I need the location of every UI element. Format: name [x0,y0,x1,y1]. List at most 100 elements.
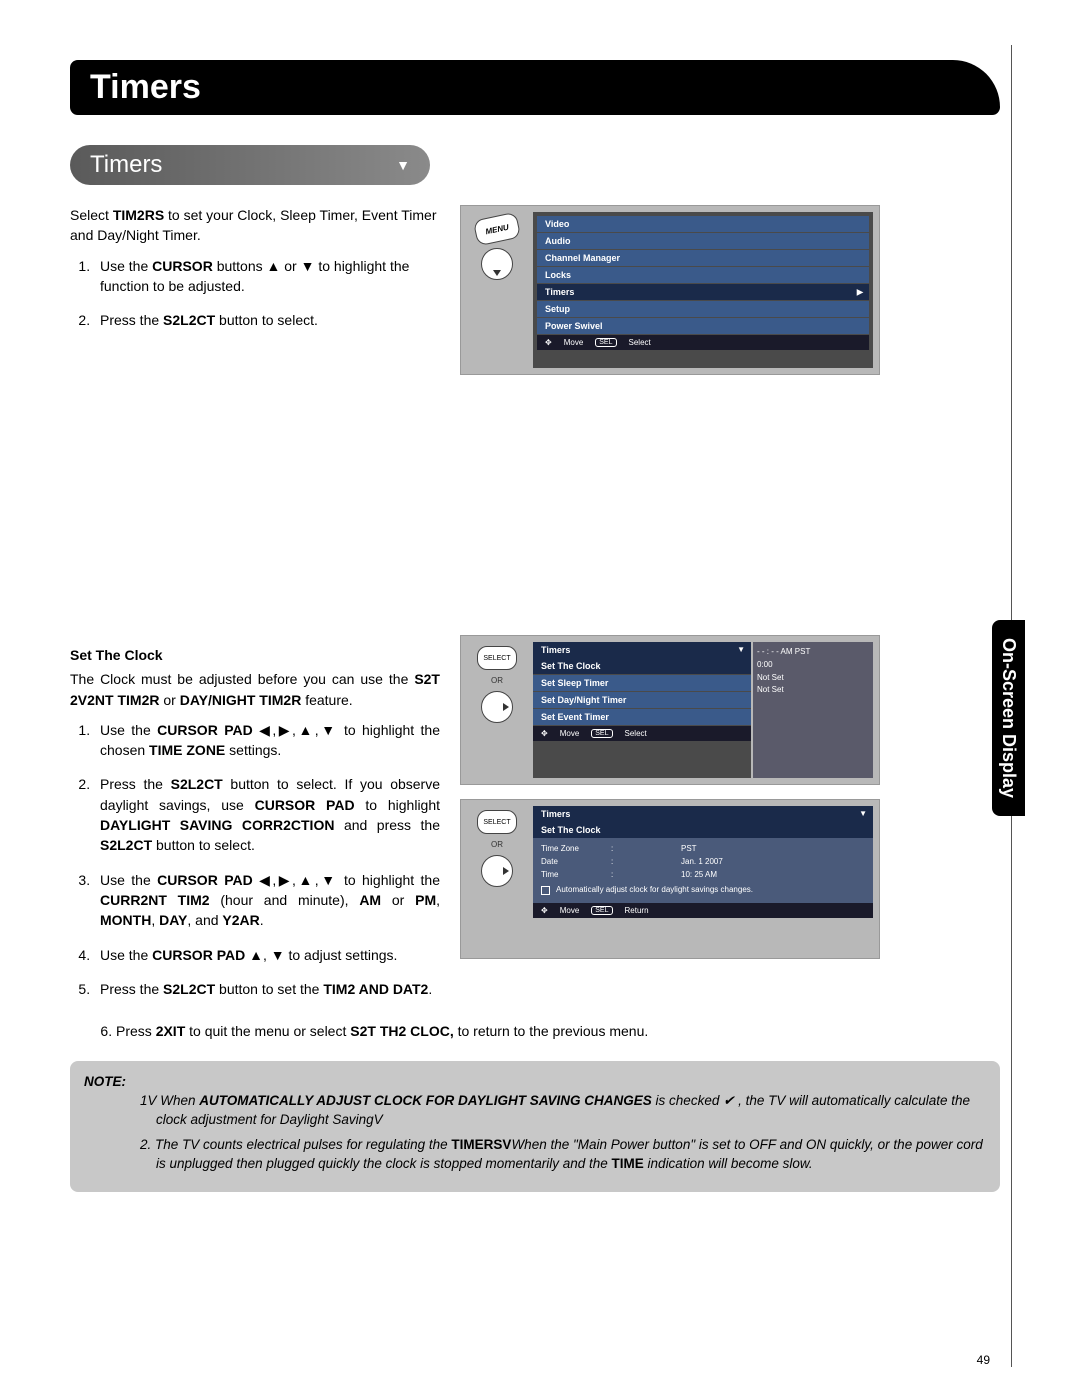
t: AUTOMATICALLY ADJUST CLOCK FOR DAYLIGHT … [199,1093,652,1108]
list-item: Press the S2L2CT button to select. [94,310,440,330]
t: button to select. [152,837,255,853]
select-button-icon: SELECT [477,810,517,834]
t: Locks [545,270,571,280]
or-text: OR [491,676,503,685]
page-number: 49 [977,1353,990,1367]
osd-sub: Set The Clock [533,822,873,838]
osd-item-daynight[interactable]: Set Day/Night Timer [533,692,751,708]
intro-text: Select TIM2RS to set your Clock, Sleep T… [70,205,440,344]
osd-footer: ✥ Move SEL Select [537,335,869,350]
t: S2L2CT [163,981,215,997]
t: Press the [100,776,171,792]
value: - - : - - AM PST [757,646,869,659]
t: Timers [545,287,574,297]
osd-item-timers[interactable]: Timers▶ [537,284,869,300]
val: PST [681,844,697,853]
t: Select [70,207,113,223]
t: or [381,892,415,908]
t: Set The Clock [541,661,601,671]
t: SELECT [483,655,510,662]
t: MONTH [100,912,151,928]
t: to highlight [355,797,440,813]
osd-setclock-detail: SELECT OR Timers▼ Set The Clock Time Zon… [460,799,880,959]
t: Setup [545,304,570,314]
t: 1V When [140,1093,199,1108]
page: Timers Timers ▼ Select TIM2RS to set you… [0,0,1080,1397]
osd-item-locks[interactable]: Locks [537,267,869,283]
t: Timers [541,809,570,819]
t: Set Sleep Timer [541,678,608,688]
t: DAYLIGHT SAVING CORR2CTION [100,817,334,833]
t: , and [187,912,222,928]
t: ◀,▶,▲,▼ to highlight the [253,872,440,888]
osd-item-power[interactable]: Power Swivel [537,318,869,334]
remote-col: SELECT OR [467,806,527,952]
t: CURSOR PAD [157,872,253,888]
value: Not Set [757,684,869,697]
remote-col: MENU [467,212,527,368]
select-button-icon: SELECT [477,646,517,670]
menu-button-icon: MENU [473,212,521,247]
t: Date [541,857,611,866]
osd-item-sleep[interactable]: Set Sleep Timer [533,675,751,691]
osd-wrap: MENU Video Audio Channel Manager Locks T… [460,205,880,375]
row-timezone: Time Zone:PST [533,842,873,855]
osd-item-video[interactable]: Video [537,216,869,232]
osd-item-event[interactable]: Set Event Timer [533,709,751,725]
value: 0:00 [757,659,869,672]
note-item: 1V When AUTOMATICALLY ADJUST CLOCK FOR D… [156,1092,986,1130]
spacer [70,375,1000,635]
t: Use the [100,258,152,274]
osd-item-setup[interactable]: Setup [537,301,869,317]
osd-item-channel[interactable]: Channel Manager [537,250,869,266]
sub-header: Timers ▼ [70,145,430,185]
t: settings. [225,742,281,758]
osd-footer: ✥Move SELReturn [533,903,873,918]
t: button to select. [215,312,318,328]
checkbox-icon[interactable] [541,886,550,895]
sel-key-icon: SEL [595,338,616,347]
t: DAY/NIGHT TIM2R [180,692,302,708]
osd-item-audio[interactable]: Audio [537,233,869,249]
t: S2L2CT [163,312,215,328]
t: Video [545,219,569,229]
osd-footer: ✥Move SELSelect [533,726,751,741]
t: S2L2CT [171,776,223,792]
list-item: Use the CURSOR PAD ◀,▶,▲,▼ to highlight … [94,870,440,931]
t: Return [625,906,649,915]
t: CURSOR PAD [157,722,253,738]
t: Y2AR [222,912,259,928]
t: and press the [334,817,440,833]
cursor-pad-right-icon [481,855,513,887]
row-intro: Select TIM2RS to set your Clock, Sleep T… [70,205,1000,375]
row-auto-adjust[interactable]: Automatically adjust clock for daylight … [533,881,873,899]
osd-submenu: Timers▼ Set The Clock Set Sleep Timer Se… [533,642,873,778]
t: S2T TH2 CLOC, [350,1023,453,1039]
osd-item-setclock[interactable]: Set The Clock [533,658,751,674]
t: . [428,981,432,997]
list-item: Press 2XIT to quit the menu or select S2… [116,1021,1000,1041]
t: Set Event Timer [541,712,609,722]
figure-column: SELECT OR Timers▼ Set The Clock Set Slee… [460,635,890,959]
t: Timers [541,645,570,655]
t: Press [116,1023,156,1039]
t: CURSOR [152,258,213,274]
t: Move [564,338,584,347]
row-setclock: Set The Clock The Clock must be adjusted… [70,635,1000,1013]
t: Use the [100,872,157,888]
t: Channel Manager [545,253,620,263]
t: to quit the menu or select [185,1023,350,1039]
row-date: Date:Jan. 1 2007 [533,855,873,868]
t: Select [629,338,651,347]
list-cont: Press 2XIT to quit the menu or select S2… [70,1021,1000,1041]
list-item: Use the CURSOR PAD ▲, ▼ to adjust settin… [94,945,440,965]
t: TIME ZONE [149,742,225,758]
list-item: Press the S2L2CT button to select. If yo… [94,774,440,855]
sub-header-title: Timers [90,151,162,178]
chevron-down-icon: ▼ [396,157,410,173]
sel-key-icon: SEL [591,729,612,738]
t: Audio [545,236,571,246]
t: Select [625,729,647,738]
osd-main-menu: Video Audio Channel Manager Locks Timers… [533,212,873,368]
t: MENU [485,222,510,236]
